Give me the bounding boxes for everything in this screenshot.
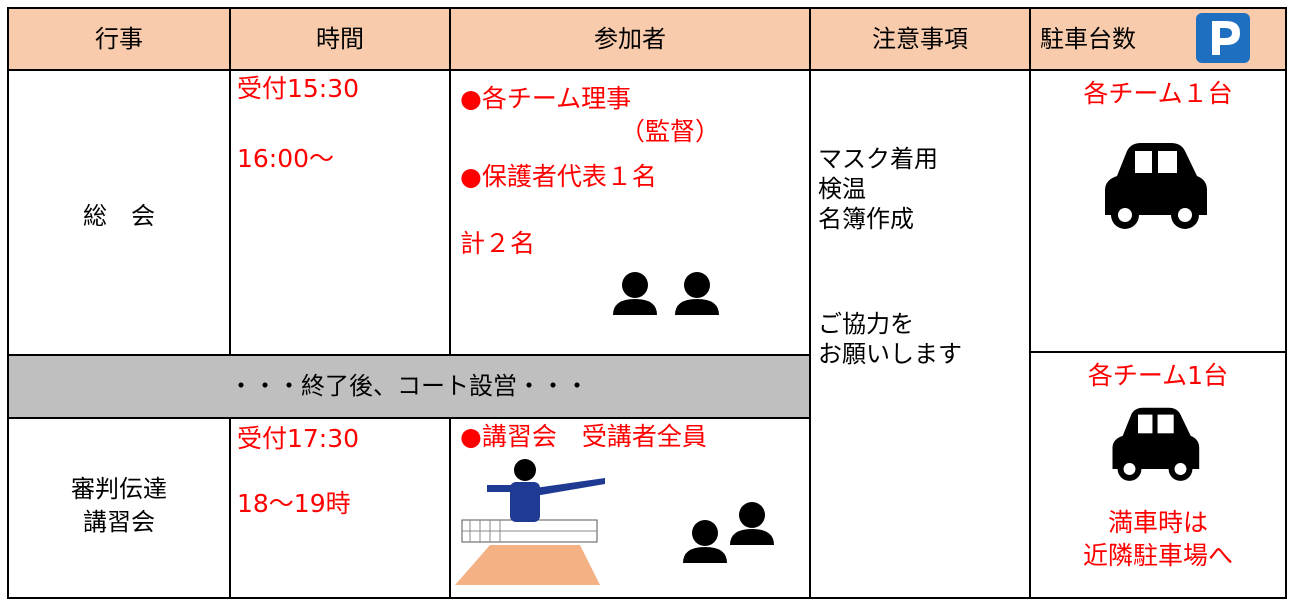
parking: 各チーム１台 [1083, 79, 1232, 108]
person-icon [613, 272, 657, 315]
note: 名簿作成 [818, 205, 914, 233]
time: 16:00～ [237, 144, 334, 173]
grid [7, 7, 1287, 599]
participant: ●保護者代表１名 [460, 162, 657, 191]
participant: ●講習会 受講者全員 [460, 422, 707, 451]
person-icon [730, 502, 774, 545]
header-cell: 参加者 [594, 25, 666, 53]
participant: 計２名 [460, 229, 535, 258]
note: 検温 [818, 175, 866, 203]
header-bg [8, 8, 1286, 70]
header-cell: 注意事項 [872, 25, 968, 53]
time: 受付17:30 [237, 424, 359, 453]
participant: （監督） [620, 117, 720, 146]
time: 受付15:30 [237, 74, 359, 103]
band-text: ・・・終了後、コート設営・・・ [229, 372, 589, 400]
event: 審判伝達 [71, 475, 167, 503]
header-cell: 駐車台数 [1040, 25, 1136, 53]
parking: 各チーム1台 [1088, 361, 1228, 390]
parking: 満車時は [1108, 508, 1208, 537]
note: ご協力を [818, 310, 914, 338]
person-icon [675, 272, 719, 315]
header-cell: 行事 [95, 25, 143, 53]
note: マスク着用 [818, 145, 938, 173]
time: 18～19時 [237, 489, 351, 518]
note: お願いします [818, 340, 962, 368]
person-icon [683, 520, 727, 563]
band-bg [8, 355, 810, 418]
car-icon [1112, 407, 1200, 481]
header-cell: 時間 [316, 25, 364, 53]
parking-icon [1196, 13, 1250, 63]
referee-image [455, 459, 605, 585]
participant: ●各チーム理事 [460, 84, 631, 113]
car-icon [1105, 143, 1207, 229]
event: 講習会 [83, 508, 155, 536]
event: 総 会 [83, 202, 155, 230]
parking: 近隣駐車場へ [1083, 541, 1233, 570]
